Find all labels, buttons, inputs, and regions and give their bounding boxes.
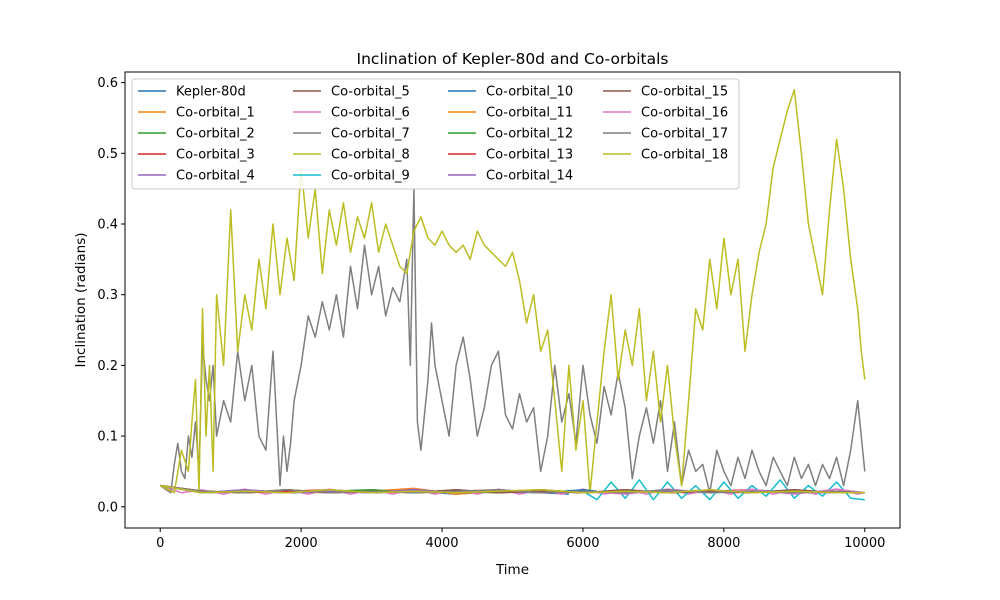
legend-entry: Co-orbital_16 [641, 106, 728, 121]
series-line-co-orbital-18 [160, 484, 865, 494]
y-tick-label: 0.6 [97, 76, 118, 91]
legend-entry: Co-orbital_9 [331, 169, 410, 184]
legend-entry: Co-orbital_8 [331, 148, 410, 163]
x-tick-label: 4000 [425, 536, 458, 551]
y-tick-label: 0.0 [97, 500, 118, 515]
y-tick-label: 0.1 [97, 430, 118, 445]
legend-entry: Co-orbital_12 [486, 127, 573, 142]
x-axis-label: Time [495, 562, 529, 578]
y-tick-label: 0.2 [97, 359, 118, 374]
legend-entry: Co-orbital_11 [486, 106, 573, 121]
series-line-co-orbital-7 [159, 187, 866, 494]
legend-entry: Co-orbital_13 [486, 148, 573, 163]
legend-entry: Co-orbital_7 [331, 127, 410, 142]
y-tick-label: 0.5 [97, 147, 118, 162]
series-layer [159, 88, 866, 501]
x-tick-label: 6000 [566, 536, 599, 551]
y-axis-ticks: 0.0 0.1 0.2 0.3 0.4 0.5 0.6 [97, 76, 125, 515]
x-tick-label: 8000 [707, 536, 740, 551]
legend-entry: Co-orbital_17 [641, 127, 728, 142]
axes-frame [124, 71, 901, 529]
legend-entry: Co-orbital_14 [486, 169, 573, 184]
x-tick-label: 10000 [844, 536, 885, 551]
y-tick-label: 0.4 [97, 218, 118, 233]
legend-entry: Co-orbital_18 [641, 148, 728, 163]
legend-entry: Co-orbital_1 [176, 106, 255, 121]
legend-entry: Co-orbital_4 [176, 169, 255, 184]
legend-entry: Co-orbital_6 [331, 106, 410, 121]
legend-entry: Co-orbital_5 [331, 85, 410, 100]
y-tick-label: 0.3 [97, 288, 118, 303]
x-tick-label: 0 [156, 536, 164, 551]
legend-entry: Co-orbital_15 [641, 85, 728, 100]
x-axis-ticks: 0 2000 4000 6000 8000 10000 [156, 528, 885, 551]
legend-entry: Kepler-80d [176, 85, 246, 100]
y-axis-label: Inclination (radians) [73, 233, 89, 368]
chart-title: Inclination of Kepler-80d and Co-orbital… [357, 50, 669, 68]
legend-entry: Co-orbital_2 [176, 127, 255, 142]
series-line-co-orbital-8 [159, 88, 866, 494]
legend-entry: Co-orbital_3 [176, 148, 255, 163]
legend-box [131, 78, 740, 190]
legend-entry: Co-orbital_10 [486, 85, 573, 100]
x-tick-label: 2000 [285, 536, 318, 551]
legend: Kepler-80d Co-orbital_1 Co-orbital_2 Co-orb… [131, 78, 740, 190]
